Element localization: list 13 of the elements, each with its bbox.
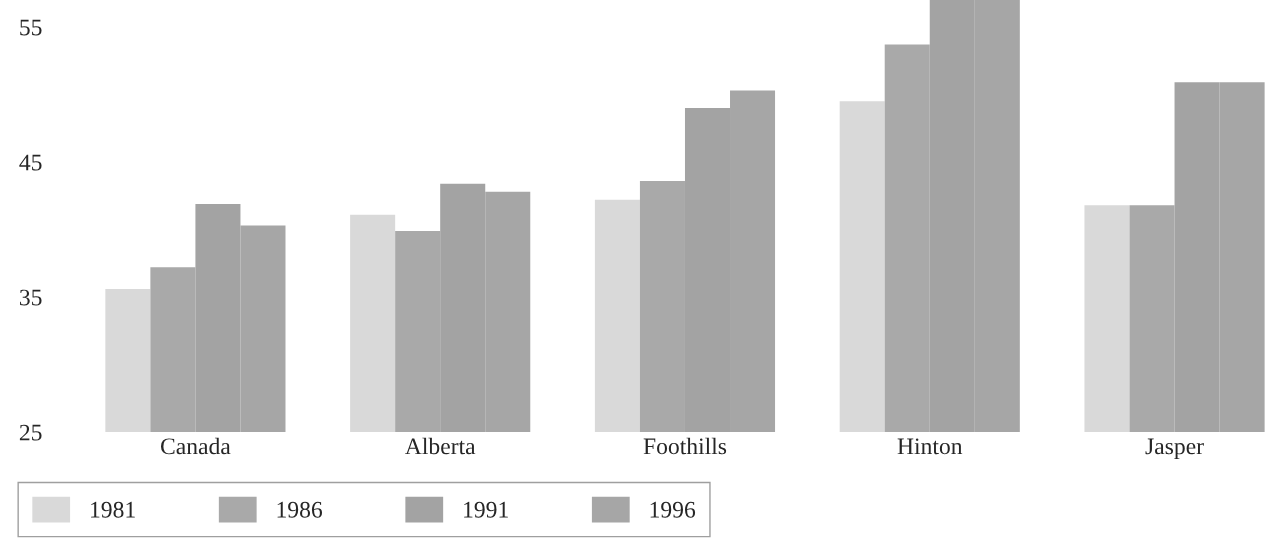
y-tick-label: 25: [19, 424, 42, 441]
x-tick-label: Canada: [160, 437, 231, 455]
x-tick-label: Jasper: [1145, 438, 1204, 460]
legend-label: 1981: [91, 501, 135, 518]
y-tick-label: 55: [20, 19, 42, 36]
x-tick-label: Foothills: [643, 437, 727, 455]
legend-label: 1991: [464, 501, 508, 518]
x-tick-label: Alberta: [405, 437, 476, 455]
legend-label: 1996: [650, 501, 696, 518]
x-tick-label: Hinton: [897, 438, 963, 455]
y-tick-label: 35: [19, 289, 42, 306]
legend-label: 1986: [277, 501, 323, 518]
y-tick-label: 45: [19, 154, 42, 171]
